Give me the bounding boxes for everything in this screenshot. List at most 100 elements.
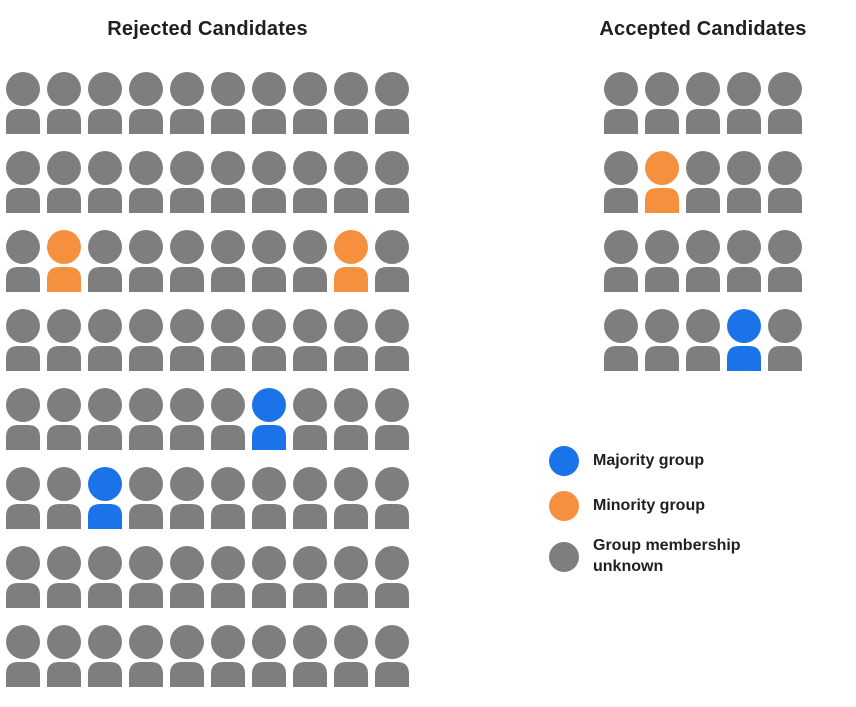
person-icon-unknown [252,467,286,529]
person-icon-unknown [129,467,163,529]
person-icon-unknown [604,72,638,134]
rejected-chart-title: Rejected Candidates [107,18,308,40]
person-icon-unknown [47,388,81,450]
accepted-candidates-chart: Accepted Candidates [599,18,806,371]
legend-item-minority: Minority group [549,491,783,521]
legend-label-minority: Minority group [593,496,705,514]
person-icon-unknown [211,230,245,292]
person-icon-unknown [334,467,368,529]
person-icon-minority [334,230,368,292]
legend-item-majority: Majority group [549,446,783,476]
person-icon-unknown [645,309,679,371]
person-icon-unknown [6,388,40,450]
person-icon-unknown [293,72,327,134]
person-icon-unknown [88,388,122,450]
person-icon-unknown [334,309,368,371]
person-icon-unknown [293,151,327,213]
person-icon-unknown [211,151,245,213]
person-icon-unknown [6,230,40,292]
person-icon-unknown [6,151,40,213]
person-icon-unknown [686,309,720,371]
person-icon-unknown [88,230,122,292]
legend-item-unknown: Group membership unknown [549,536,783,578]
person-icon-unknown [375,625,409,687]
person-icon-unknown [252,625,286,687]
person-icon-unknown [170,625,204,687]
person-icon-unknown [645,72,679,134]
person-icon-unknown [727,230,761,292]
person-icon-unknown [375,151,409,213]
minority-group-swatch-icon [549,491,579,521]
person-icon-unknown [375,388,409,450]
person-icon-unknown [211,72,245,134]
accepted-chart-title: Accepted Candidates [599,18,807,40]
person-icon-unknown [88,309,122,371]
person-icon-minority [645,151,679,213]
person-icon-unknown [47,151,81,213]
person-icon-unknown [293,625,327,687]
person-icon-unknown [686,230,720,292]
person-icon-unknown [686,72,720,134]
person-icon-unknown [375,309,409,371]
person-icon-unknown [6,467,40,529]
person-icon-unknown [170,467,204,529]
person-icon-unknown [727,72,761,134]
person-icon-unknown [47,467,81,529]
person-icon-unknown [129,309,163,371]
person-icon-unknown [604,151,638,213]
person-icon-unknown [129,230,163,292]
person-icon-unknown [6,309,40,371]
person-icon-unknown [293,230,327,292]
person-icon-unknown [768,151,802,213]
person-icon-unknown [645,230,679,292]
person-icon-unknown [170,309,204,371]
person-icon-unknown [170,546,204,608]
person-icon-unknown [170,230,204,292]
person-icon-unknown [170,151,204,213]
person-icon-unknown [252,309,286,371]
person-icon-unknown [6,546,40,608]
person-icon-unknown [88,625,122,687]
person-icon-unknown [604,230,638,292]
person-icon-unknown [252,72,286,134]
person-icon-unknown [47,625,81,687]
rejected-pictograph-grid [6,72,409,687]
person-icon-unknown [47,309,81,371]
person-icon-unknown [252,230,286,292]
person-icon-unknown [293,388,327,450]
person-icon-unknown [686,151,720,213]
person-icon-unknown [334,546,368,608]
person-icon-unknown [293,467,327,529]
majority-group-swatch-icon [549,446,579,476]
person-icon-unknown [293,309,327,371]
person-icon-unknown [211,388,245,450]
legend: Majority group Minority group Group memb… [549,446,783,578]
person-icon-unknown [604,309,638,371]
person-icon-unknown [334,625,368,687]
person-icon-unknown [334,388,368,450]
person-icon-minority [47,230,81,292]
legend-label-unknown: Group membership unknown [593,537,741,575]
person-icon-unknown [252,151,286,213]
person-icon-majority [88,467,122,529]
person-icon-unknown [375,230,409,292]
person-icon-unknown [170,388,204,450]
person-icon-unknown [375,546,409,608]
person-icon-unknown [334,151,368,213]
person-icon-unknown [88,151,122,213]
person-icon-unknown [47,546,81,608]
person-icon-unknown [47,72,81,134]
person-icon-unknown [768,309,802,371]
person-icon-unknown [170,72,204,134]
person-icon-unknown [211,467,245,529]
legend-label-majority: Majority group [593,451,705,469]
unknown-group-swatch-icon [549,541,579,572]
person-icon-unknown [293,546,327,608]
person-icon-unknown [211,625,245,687]
rejected-candidates-chart: Rejected Candidates [6,18,409,687]
person-icon-unknown [129,388,163,450]
person-icon-unknown [768,72,802,134]
person-icon-majority [727,309,761,371]
person-icon-unknown [252,546,286,608]
accepted-pictograph-grid [604,72,802,371]
